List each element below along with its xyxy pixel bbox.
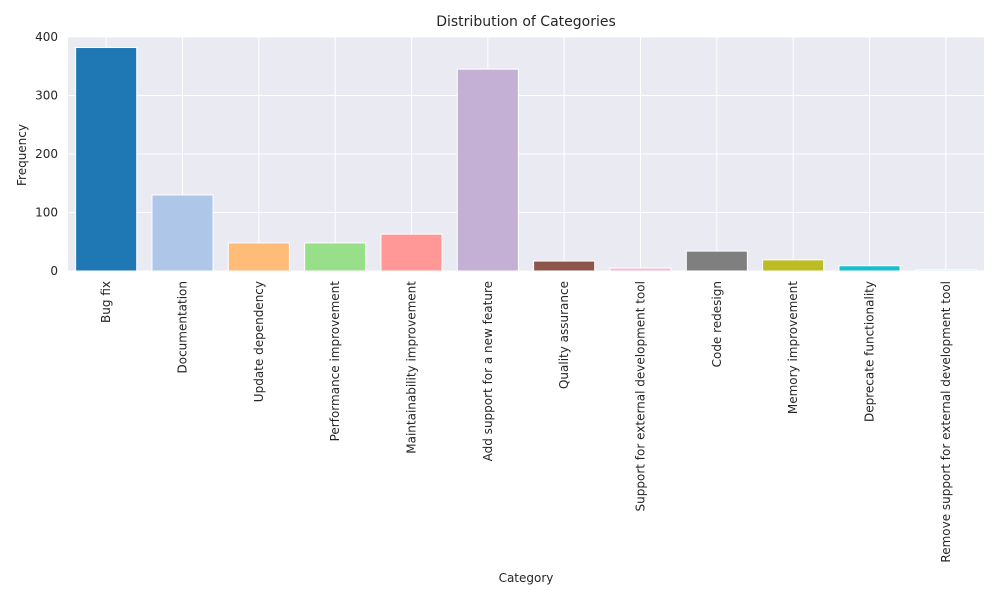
bar-11: [914, 269, 977, 272]
y-tick-label-2: 200: [35, 147, 58, 161]
y-tick-label-4: 400: [35, 30, 58, 44]
bar-6: [533, 260, 596, 272]
bar-9: [762, 259, 825, 272]
bar-2: [227, 242, 290, 272]
bar-1: [151, 194, 214, 272]
x-tick-label-5: Add support for a new feature: [481, 281, 495, 461]
bar-0: [75, 47, 138, 272]
x-tick-label-3: Performance improvement: [328, 281, 342, 442]
bar-7: [609, 267, 672, 272]
y-tick-label-3: 300: [35, 89, 58, 103]
x-tick-label-7: Support for external development tool: [634, 281, 648, 511]
y-axis-ticks: 0 100 200 300 400: [35, 30, 58, 278]
x-tick-label-2: Update dependency: [252, 281, 266, 402]
y-tick-label-1: 100: [35, 206, 58, 220]
bar-4: [380, 233, 443, 272]
x-tick-label-0: Bug fix: [99, 281, 113, 323]
x-tick-label-1: Documentation: [176, 281, 190, 374]
bar-5: [456, 68, 519, 272]
x-axis-ticks: Bug fix Documentation Update dependency Per…: [99, 281, 953, 563]
x-tick-label-11: Remove support for external development …: [939, 281, 953, 563]
y-tick-label-0: 0: [50, 264, 58, 278]
x-tick-label-8: Code redesign: [710, 281, 724, 367]
bar-8: [685, 250, 748, 272]
x-tick-label-4: Maintainability improvement: [405, 281, 419, 454]
bars: [75, 47, 977, 272]
x-tick-label-9: Memory improvement: [786, 281, 800, 414]
chart-title: Distribution of Categories: [436, 14, 616, 30]
bar-10: [838, 265, 901, 272]
x-axis-label: Category: [499, 571, 554, 585]
x-tick-label-10: Deprecate functionality: [863, 281, 877, 422]
bar-3: [304, 242, 367, 272]
x-tick-label-6: Quality assurance: [557, 281, 571, 389]
y-axis-label: Frequency: [15, 124, 29, 186]
